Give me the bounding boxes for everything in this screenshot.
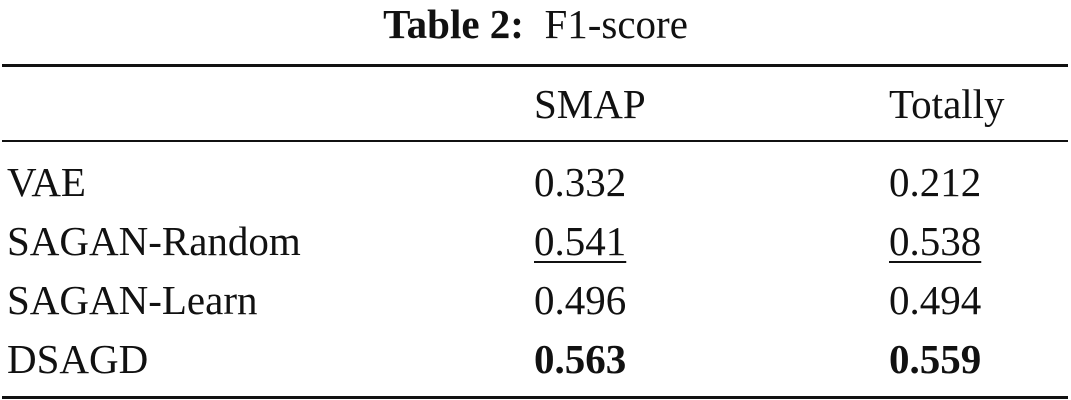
method-cell: VAE (7, 159, 86, 205)
table-caption-label: Table 2: (383, 1, 524, 47)
smap-cell: 0.496 (534, 277, 627, 323)
table-row: DSAGD 0.563 0.559 (0, 331, 1071, 387)
totally-cell-best: 0.559 (889, 336, 982, 382)
header-cell-smap: SMAP (534, 81, 646, 127)
method-cell: DSAGD (7, 336, 149, 382)
totally-cell-second-best: 0.538 (889, 218, 982, 264)
table-row: VAE 0.332 0.212 (0, 154, 1071, 210)
smap-cell: 0.332 (534, 159, 627, 205)
method-cell: SAGAN-Random (7, 218, 301, 264)
smap-cell-second-best: 0.541 (534, 218, 627, 264)
table-top-rule (2, 64, 1068, 67)
smap-cell-best: 0.563 (534, 336, 627, 382)
table-row: SAGAN-Random 0.541 0.538 (0, 213, 1071, 269)
table-row: SAGAN-Learn 0.496 0.494 (0, 272, 1071, 328)
header-cell-totally: Totally (889, 81, 1005, 127)
table-header-row: SMAP Totally (0, 76, 1071, 132)
table-caption-text: F1-score (544, 1, 688, 47)
totally-cell: 0.494 (889, 277, 982, 323)
totally-cell: 0.212 (889, 159, 982, 205)
table-bottom-rule (2, 396, 1068, 399)
table-caption: Table 2: F1-score (0, 0, 1071, 48)
method-cell: SAGAN-Learn (7, 277, 258, 323)
table-header-rule (2, 140, 1068, 142)
